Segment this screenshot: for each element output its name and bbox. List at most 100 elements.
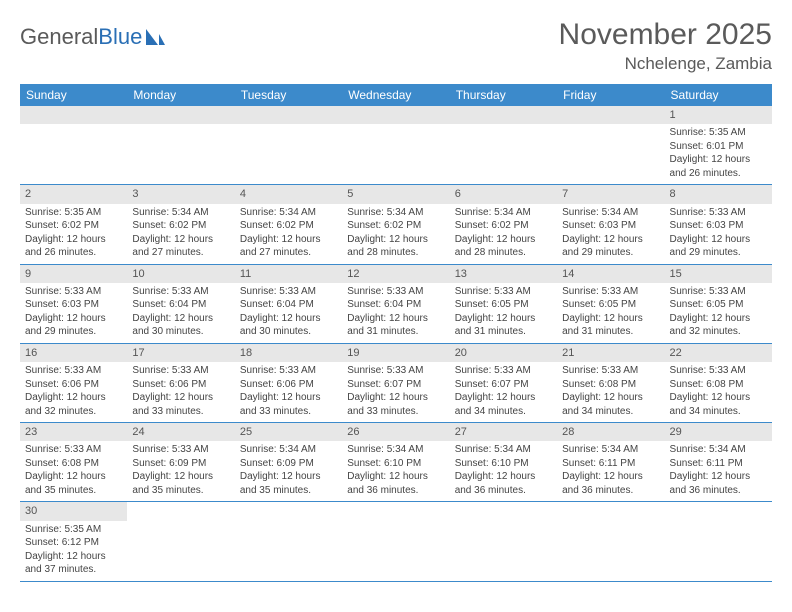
weekday-header: Wednesday [342, 84, 449, 106]
weekday-header: Sunday [20, 84, 127, 106]
day-number: 10 [127, 265, 234, 283]
day-details: Sunrise: 5:33 AMSunset: 6:05 PMDaylight:… [665, 283, 772, 343]
logo-text-2: Blue [98, 24, 142, 50]
day-details: Sunrise: 5:33 AMSunset: 6:06 PMDaylight:… [235, 362, 342, 422]
calendar-row: 2Sunrise: 5:35 AMSunset: 6:02 PMDaylight… [20, 185, 772, 264]
calendar-day-cell: 22Sunrise: 5:33 AMSunset: 6:08 PMDayligh… [665, 343, 772, 422]
day-number [342, 106, 449, 124]
day-number: 13 [450, 265, 557, 283]
day-details: Sunrise: 5:33 AMSunset: 6:07 PMDaylight:… [450, 362, 557, 422]
calendar-day-cell: 8Sunrise: 5:33 AMSunset: 6:03 PMDaylight… [665, 185, 772, 264]
day-details: Sunrise: 5:34 AMSunset: 6:11 PMDaylight:… [665, 441, 772, 501]
calendar-body: 1Sunrise: 5:35 AMSunset: 6:01 PMDaylight… [20, 106, 772, 581]
day-details: Sunrise: 5:33 AMSunset: 6:07 PMDaylight:… [342, 362, 449, 422]
day-details: Sunrise: 5:33 AMSunset: 6:09 PMDaylight:… [127, 441, 234, 501]
day-number: 11 [235, 265, 342, 283]
day-number: 7 [557, 185, 664, 203]
day-details: Sunrise: 5:34 AMSunset: 6:09 PMDaylight:… [235, 441, 342, 501]
calendar-table: SundayMondayTuesdayWednesdayThursdayFrid… [20, 84, 772, 582]
day-number: 20 [450, 344, 557, 362]
location: Nchelenge, Zambia [559, 54, 772, 74]
day-details: Sunrise: 5:33 AMSunset: 6:08 PMDaylight:… [20, 441, 127, 501]
day-number: 16 [20, 344, 127, 362]
title-block: November 2025 Nchelenge, Zambia [559, 18, 772, 74]
calendar-day-cell: 18Sunrise: 5:33 AMSunset: 6:06 PMDayligh… [235, 343, 342, 422]
day-number: 18 [235, 344, 342, 362]
day-details: Sunrise: 5:34 AMSunset: 6:11 PMDaylight:… [557, 441, 664, 501]
day-number: 1 [665, 106, 772, 124]
day-details: Sunrise: 5:34 AMSunset: 6:02 PMDaylight:… [235, 204, 342, 264]
calendar-day-cell: 25Sunrise: 5:34 AMSunset: 6:09 PMDayligh… [235, 423, 342, 502]
day-number [450, 106, 557, 124]
calendar-empty-cell [235, 502, 342, 581]
day-number: 22 [665, 344, 772, 362]
day-number [235, 106, 342, 124]
calendar-day-cell: 19Sunrise: 5:33 AMSunset: 6:07 PMDayligh… [342, 343, 449, 422]
calendar-day-cell: 17Sunrise: 5:33 AMSunset: 6:06 PMDayligh… [127, 343, 234, 422]
calendar-day-cell: 29Sunrise: 5:34 AMSunset: 6:11 PMDayligh… [665, 423, 772, 502]
day-number: 27 [450, 423, 557, 441]
day-details: Sunrise: 5:35 AMSunset: 6:12 PMDaylight:… [20, 521, 127, 581]
day-number: 9 [20, 265, 127, 283]
day-number: 5 [342, 185, 449, 203]
calendar-row: 9Sunrise: 5:33 AMSunset: 6:03 PMDaylight… [20, 264, 772, 343]
calendar-empty-cell [557, 502, 664, 581]
day-number: 8 [665, 185, 772, 203]
calendar-day-cell: 3Sunrise: 5:34 AMSunset: 6:02 PMDaylight… [127, 185, 234, 264]
day-details: Sunrise: 5:33 AMSunset: 6:04 PMDaylight:… [342, 283, 449, 343]
day-details: Sunrise: 5:33 AMSunset: 6:04 PMDaylight:… [127, 283, 234, 343]
day-number [557, 106, 664, 124]
calendar-row: 1Sunrise: 5:35 AMSunset: 6:01 PMDaylight… [20, 106, 772, 185]
day-details: Sunrise: 5:34 AMSunset: 6:02 PMDaylight:… [450, 204, 557, 264]
day-number: 12 [342, 265, 449, 283]
day-details: Sunrise: 5:34 AMSunset: 6:02 PMDaylight:… [342, 204, 449, 264]
day-number [20, 106, 127, 124]
logo: GeneralBlue [20, 24, 166, 50]
day-details: Sunrise: 5:34 AMSunset: 6:10 PMDaylight:… [450, 441, 557, 501]
calendar-day-cell: 7Sunrise: 5:34 AMSunset: 6:03 PMDaylight… [557, 185, 664, 264]
calendar-day-cell: 14Sunrise: 5:33 AMSunset: 6:05 PMDayligh… [557, 264, 664, 343]
day-details: Sunrise: 5:33 AMSunset: 6:08 PMDaylight:… [665, 362, 772, 422]
header: GeneralBlue November 2025 Nchelenge, Zam… [20, 18, 772, 74]
weekday-header: Tuesday [235, 84, 342, 106]
day-number: 2 [20, 185, 127, 203]
day-details: Sunrise: 5:33 AMSunset: 6:06 PMDaylight:… [20, 362, 127, 422]
day-number: 28 [557, 423, 664, 441]
calendar-empty-cell [557, 106, 664, 185]
day-number: 4 [235, 185, 342, 203]
calendar-row: 23Sunrise: 5:33 AMSunset: 6:08 PMDayligh… [20, 423, 772, 502]
day-number: 21 [557, 344, 664, 362]
calendar-day-cell: 15Sunrise: 5:33 AMSunset: 6:05 PMDayligh… [665, 264, 772, 343]
calendar-day-cell: 30Sunrise: 5:35 AMSunset: 6:12 PMDayligh… [20, 502, 127, 581]
calendar-day-cell: 10Sunrise: 5:33 AMSunset: 6:04 PMDayligh… [127, 264, 234, 343]
day-details: Sunrise: 5:33 AMSunset: 6:05 PMDaylight:… [450, 283, 557, 343]
day-number: 14 [557, 265, 664, 283]
calendar-day-cell: 20Sunrise: 5:33 AMSunset: 6:07 PMDayligh… [450, 343, 557, 422]
weekday-header: Saturday [665, 84, 772, 106]
day-details: Sunrise: 5:34 AMSunset: 6:10 PMDaylight:… [342, 441, 449, 501]
day-details: Sunrise: 5:34 AMSunset: 6:02 PMDaylight:… [127, 204, 234, 264]
day-number: 6 [450, 185, 557, 203]
day-details: Sunrise: 5:33 AMSunset: 6:06 PMDaylight:… [127, 362, 234, 422]
day-number: 15 [665, 265, 772, 283]
day-details: Sunrise: 5:33 AMSunset: 6:03 PMDaylight:… [20, 283, 127, 343]
calendar-empty-cell [20, 106, 127, 185]
weekday-header: Friday [557, 84, 664, 106]
calendar-day-cell: 13Sunrise: 5:33 AMSunset: 6:05 PMDayligh… [450, 264, 557, 343]
day-number: 25 [235, 423, 342, 441]
calendar-day-cell: 11Sunrise: 5:33 AMSunset: 6:04 PMDayligh… [235, 264, 342, 343]
calendar-empty-cell [665, 502, 772, 581]
calendar-day-cell: 2Sunrise: 5:35 AMSunset: 6:02 PMDaylight… [20, 185, 127, 264]
day-details: Sunrise: 5:35 AMSunset: 6:01 PMDaylight:… [665, 124, 772, 184]
calendar-empty-cell [450, 502, 557, 581]
calendar-empty-cell [342, 502, 449, 581]
day-number [127, 106, 234, 124]
calendar-day-cell: 6Sunrise: 5:34 AMSunset: 6:02 PMDaylight… [450, 185, 557, 264]
day-number: 29 [665, 423, 772, 441]
calendar-empty-cell [127, 106, 234, 185]
calendar-day-cell: 16Sunrise: 5:33 AMSunset: 6:06 PMDayligh… [20, 343, 127, 422]
calendar-empty-cell [235, 106, 342, 185]
day-details: Sunrise: 5:33 AMSunset: 6:05 PMDaylight:… [557, 283, 664, 343]
calendar-day-cell: 23Sunrise: 5:33 AMSunset: 6:08 PMDayligh… [20, 423, 127, 502]
calendar-empty-cell [450, 106, 557, 185]
